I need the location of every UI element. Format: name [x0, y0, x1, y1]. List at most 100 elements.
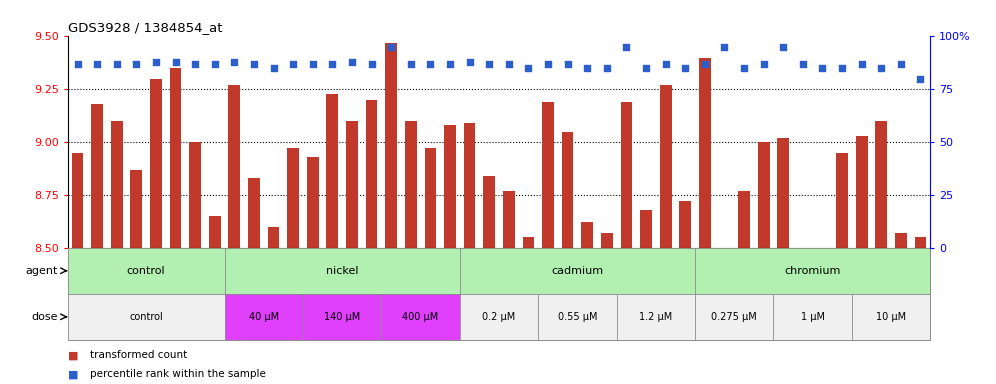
Point	[775, 44, 791, 50]
Point	[756, 61, 772, 67]
Bar	[111, 121, 123, 248]
Text: 0.2 μM: 0.2 μM	[482, 312, 516, 322]
Point	[501, 61, 517, 67]
Point	[305, 61, 321, 67]
Bar	[405, 121, 416, 248]
Bar	[914, 237, 926, 248]
Point	[657, 61, 673, 67]
Bar	[738, 191, 750, 248]
Bar	[68, 248, 224, 294]
Bar	[538, 294, 617, 340]
Bar	[248, 178, 260, 248]
Bar	[562, 131, 574, 248]
Bar	[92, 104, 103, 248]
Point	[128, 61, 144, 67]
Point	[422, 61, 438, 67]
Bar	[679, 201, 691, 248]
Bar	[169, 68, 181, 248]
Point	[285, 61, 301, 67]
Point	[344, 59, 360, 65]
Text: 10 μM: 10 μM	[876, 312, 906, 322]
Text: GDS3928 / 1384854_at: GDS3928 / 1384854_at	[68, 21, 222, 34]
Bar	[464, 123, 475, 248]
Bar	[875, 121, 887, 248]
Bar	[523, 237, 534, 248]
Text: nickel: nickel	[326, 266, 359, 276]
Point	[461, 59, 477, 65]
Text: 400 μM: 400 μM	[402, 312, 438, 322]
Point	[854, 61, 870, 67]
Text: ■: ■	[68, 350, 79, 360]
Text: ■: ■	[68, 369, 79, 379]
Bar	[381, 294, 460, 340]
Point	[580, 65, 596, 71]
Point	[560, 61, 576, 67]
Bar	[460, 248, 695, 294]
Text: control: control	[126, 266, 165, 276]
Bar	[68, 294, 224, 340]
Bar	[209, 216, 221, 248]
Point	[325, 61, 341, 67]
Bar	[327, 94, 339, 248]
Point	[815, 65, 831, 71]
Point	[364, 61, 379, 67]
Point	[638, 65, 654, 71]
Point	[70, 61, 86, 67]
Bar	[856, 136, 868, 248]
Bar	[542, 102, 554, 248]
Bar	[483, 176, 495, 248]
Point	[697, 61, 713, 67]
Text: chromium: chromium	[785, 266, 841, 276]
Point	[167, 59, 183, 65]
Bar	[777, 138, 789, 248]
Bar	[366, 100, 377, 248]
Bar	[346, 121, 358, 248]
Point	[481, 61, 497, 67]
Bar	[224, 248, 460, 294]
Point	[187, 61, 203, 67]
Point	[246, 61, 262, 67]
Text: 140 μM: 140 μM	[324, 312, 361, 322]
Bar	[224, 294, 303, 340]
Bar	[385, 43, 397, 248]
Text: 1.2 μM: 1.2 μM	[639, 312, 672, 322]
Point	[540, 61, 556, 67]
Bar	[228, 85, 240, 248]
Point	[90, 61, 106, 67]
Point	[834, 65, 850, 71]
Bar	[268, 227, 280, 248]
Bar	[287, 148, 299, 248]
Bar	[695, 248, 930, 294]
Bar	[72, 153, 84, 248]
Bar	[130, 170, 142, 248]
Point	[892, 61, 908, 67]
Point	[795, 61, 811, 67]
Point	[109, 61, 124, 67]
Bar	[640, 210, 652, 248]
Bar	[774, 294, 852, 340]
Point	[383, 44, 399, 50]
Text: 0.55 μM: 0.55 μM	[558, 312, 598, 322]
Text: dose: dose	[32, 312, 58, 322]
Bar	[424, 148, 436, 248]
Bar	[617, 294, 695, 340]
Bar	[303, 294, 381, 340]
Point	[736, 65, 752, 71]
Point	[207, 61, 223, 67]
Text: 0.275 μM: 0.275 μM	[711, 312, 757, 322]
Text: percentile rank within the sample: percentile rank within the sample	[90, 369, 266, 379]
Bar	[699, 58, 711, 248]
Text: agent: agent	[26, 266, 58, 276]
Text: control: control	[129, 312, 163, 322]
Point	[873, 65, 889, 71]
Bar	[659, 85, 671, 248]
Bar	[895, 233, 906, 248]
Point	[266, 65, 282, 71]
Point	[619, 44, 634, 50]
Point	[677, 65, 693, 71]
Point	[912, 76, 928, 82]
Point	[402, 61, 418, 67]
Text: 40 μM: 40 μM	[249, 312, 279, 322]
Bar	[460, 294, 538, 340]
Text: 1 μM: 1 μM	[801, 312, 825, 322]
